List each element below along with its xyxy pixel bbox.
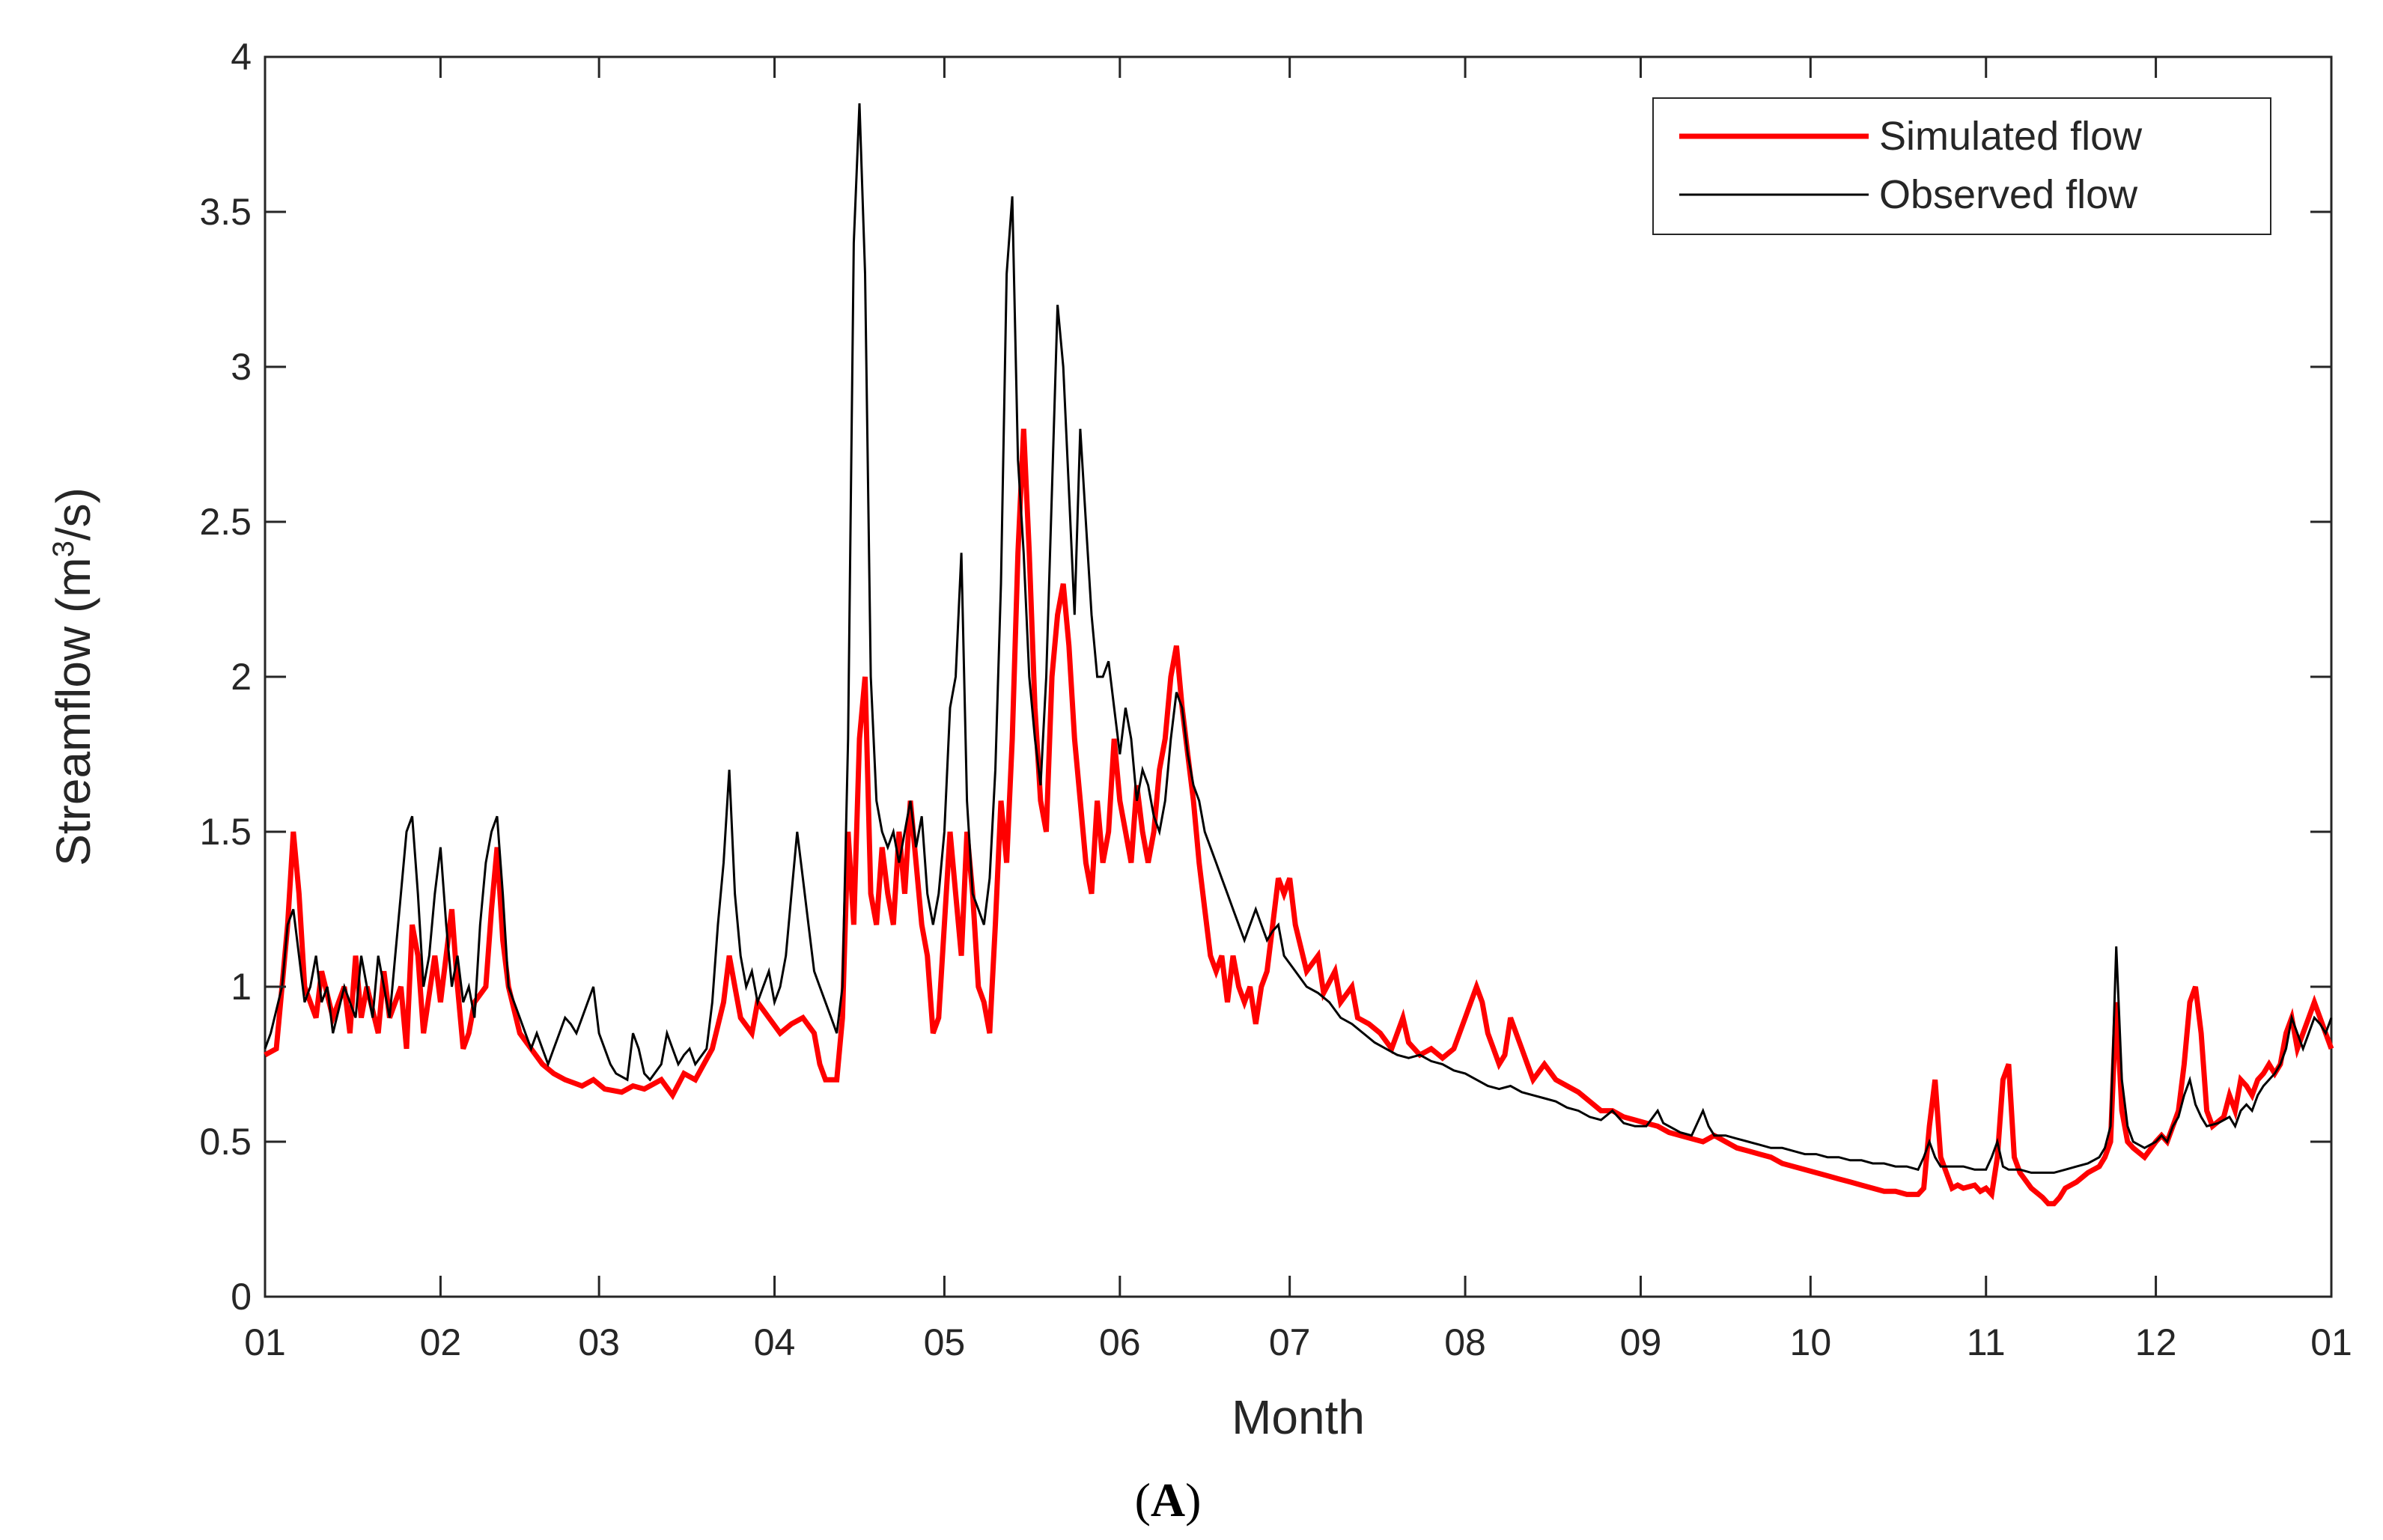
series-layer <box>264 103 2334 1207</box>
figure-caption-letter: A <box>1151 1473 1185 1527</box>
y-axis-label-tail: /s) <box>46 487 100 541</box>
x-tick-label: 11 <box>1967 1321 2006 1363</box>
x-tick-label: 12 <box>2135 1321 2177 1363</box>
x-tick-label: 09 <box>1620 1321 1662 1363</box>
x-tick-label: 07 <box>1269 1321 1311 1363</box>
y-tick-label: 3 <box>231 346 252 388</box>
y-axis-label-main: Streamflow (m <box>46 557 100 866</box>
x-tick-label: 03 <box>578 1321 620 1363</box>
observed-flow-line <box>264 103 2333 1174</box>
y-tick-label: 2.5 <box>199 501 252 543</box>
legend-label-observed: Observed flow <box>1879 172 2138 217</box>
x-tick-label: 01 <box>2310 1321 2352 1363</box>
y-tick-label: 2 <box>231 656 252 698</box>
y-tick-label: 0.5 <box>199 1121 252 1163</box>
x-tick-label: 05 <box>924 1321 966 1363</box>
x-tick-label: 06 <box>1099 1321 1141 1363</box>
y-tick-label: 3.5 <box>199 191 252 233</box>
x-tick-label: 10 <box>1790 1321 1832 1363</box>
y-axis-label: Streamflow (m3/s) <box>46 487 100 866</box>
x-axis: 01 02 03 04 05 06 07 08 09 10 11 12 01 <box>244 57 2352 1363</box>
legend-box <box>1652 97 2271 235</box>
plot-area <box>264 55 2333 1298</box>
y-tick-label: 0 <box>231 1276 252 1318</box>
y-axis-label-superscript: 3 <box>47 541 80 557</box>
y-tick-label: 1.5 <box>199 811 252 853</box>
figure-caption: (A) <box>1135 1473 1202 1527</box>
x-axis-label: Month <box>1232 1390 1365 1444</box>
legend: Simulated flow Observed flow <box>1652 97 2271 235</box>
legend-label-simulated: Simulated flow <box>1879 114 2143 159</box>
x-tick-label: 08 <box>1444 1321 1486 1363</box>
simulated-flow-line <box>264 428 2334 1207</box>
x-tick-label: 01 <box>244 1321 286 1363</box>
y-tick-label: 1 <box>231 966 252 1008</box>
x-tick-label: 04 <box>754 1321 796 1363</box>
y-axis: 0 0.5 1 1.5 2 2.5 3 3.5 4 <box>199 36 2331 1318</box>
x-tick-label: 02 <box>420 1321 462 1363</box>
y-tick-label: 4 <box>231 36 252 78</box>
